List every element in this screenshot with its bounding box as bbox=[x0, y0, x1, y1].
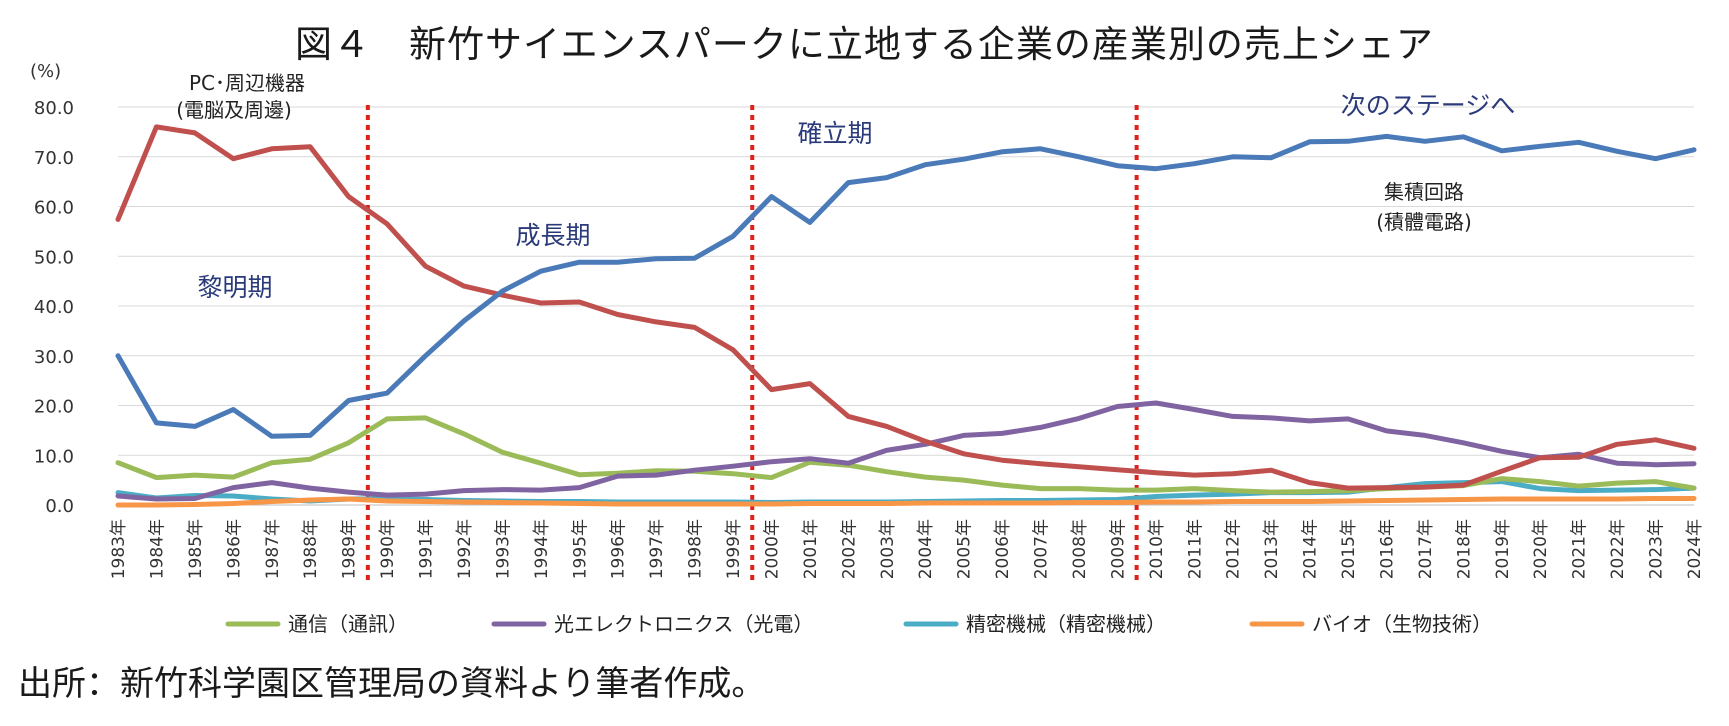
annotation-phase-established: 確立期 bbox=[797, 119, 872, 148]
y-tick-label: 40.0 bbox=[34, 297, 74, 318]
annotation-phase-dawn: 黎明期 bbox=[197, 273, 272, 302]
y-tick-label: 30.0 bbox=[34, 347, 74, 368]
x-tick-label: 2006年 bbox=[993, 519, 1013, 579]
chart-title: 図４ 新竹サイエンスパークに立地する企業の産業別の売上シェア bbox=[295, 23, 1434, 66]
x-tick-label: 2015年 bbox=[1339, 519, 1359, 579]
legend-entry: 通信（通訊） bbox=[288, 612, 408, 636]
x-tick-label: 2011年 bbox=[1185, 519, 1205, 579]
x-tick-label: 1989年 bbox=[340, 519, 360, 579]
x-tick-label: 2009年 bbox=[1108, 519, 1128, 579]
legend-entry: 光エレクトロニクス（光電） bbox=[554, 612, 813, 636]
x-tick-label: 2008年 bbox=[1070, 519, 1090, 579]
annotation-phase-growth: 成長期 bbox=[515, 221, 590, 250]
x-tick-label: 2010年 bbox=[1147, 519, 1167, 579]
x-tick-label: 1991年 bbox=[417, 519, 437, 579]
x-axis: 1983年 1984年 1985年 1986年 1987年 1988年 1989年 1990年… bbox=[109, 519, 1705, 579]
x-tick-label: 2017年 bbox=[1416, 519, 1436, 579]
x-tick-label: 1990年 bbox=[378, 519, 398, 579]
y-tick-label: 50.0 bbox=[34, 247, 74, 268]
x-tick-label: 2014年 bbox=[1301, 519, 1321, 579]
series-line bbox=[115, 133, 1697, 439]
x-tick-label: 1985年 bbox=[186, 519, 206, 579]
x-tick-label: 2012年 bbox=[1224, 519, 1244, 579]
x-tick-label: 1994年 bbox=[532, 519, 552, 579]
x-tick-label: 2018年 bbox=[1454, 519, 1474, 579]
y-tick-label: 70.0 bbox=[34, 148, 74, 169]
x-tick-label: 2023年 bbox=[1647, 519, 1667, 579]
x-tick-label: 2024年 bbox=[1685, 519, 1705, 579]
annotation-phase-next: 次のステージへ bbox=[1341, 91, 1516, 120]
x-tick-label: 2004年 bbox=[916, 519, 936, 579]
x-tick-label: 2005年 bbox=[955, 519, 975, 579]
x-tick-label: 2013年 bbox=[1262, 519, 1282, 579]
gridlines bbox=[118, 106, 1694, 506]
x-tick-label: 1999年 bbox=[724, 519, 744, 579]
annotation-label-ic-2: (積體電路) bbox=[1376, 210, 1472, 234]
series-line bbox=[115, 400, 1697, 502]
x-tick-label: 2001年 bbox=[801, 519, 821, 579]
annotation-label-ic-1: 集積回路 bbox=[1384, 180, 1464, 204]
x-tick-label: 2000年 bbox=[762, 519, 782, 579]
x-tick-label: 1993年 bbox=[493, 519, 513, 579]
line-chart: 0.0 10.0 20.0 30.0 40.0 50.0 60.0 70.0 80.0 (%) 1… bbox=[30, 61, 1705, 636]
y-axis: 0.0 10.0 20.0 30.0 40.0 50.0 60.0 70.0 80.0 (%) bbox=[30, 61, 74, 517]
x-tick-label: 1992年 bbox=[455, 519, 475, 579]
x-tick-label: 1996年 bbox=[609, 519, 629, 579]
series-line bbox=[115, 496, 1697, 508]
x-tick-label: 2022年 bbox=[1608, 519, 1628, 579]
x-tick-label: 1988年 bbox=[301, 519, 321, 579]
x-tick-label: 1986年 bbox=[224, 519, 244, 579]
x-tick-label: 1995年 bbox=[570, 519, 590, 579]
source-note: 出所：新竹科学園区管理局の資料より筆者作成。 bbox=[18, 664, 766, 704]
x-tick-label: 2020年 bbox=[1531, 519, 1551, 579]
phase-dividers bbox=[365, 105, 1139, 580]
y-tick-label: 20.0 bbox=[34, 397, 74, 418]
annotations: 黎明期 成長期 確立期 次のステージへ PC･周辺機器 (電脳及周邊) 集積回路 (積體電路) bbox=[176, 71, 1515, 302]
y-tick-label: 0.0 bbox=[45, 496, 74, 517]
x-tick-label: 2007年 bbox=[1032, 519, 1052, 579]
y-tick-label: 10.0 bbox=[34, 446, 74, 467]
annotation-label-pc-1: PC･周辺機器 bbox=[189, 71, 305, 95]
x-tick-label: 1984年 bbox=[147, 519, 167, 579]
legend-entry: バイオ（生物技術） bbox=[1312, 612, 1492, 636]
y-axis-label: (%) bbox=[30, 61, 61, 82]
y-tick-label: 80.0 bbox=[34, 98, 74, 119]
x-tick-label: 2003年 bbox=[878, 519, 898, 579]
legend: 通信（通訊） 光エレクトロニクス（光電） 精密機械（精密機械） バイオ（生物技術） bbox=[225, 612, 1492, 636]
series-lines bbox=[115, 124, 1697, 508]
x-tick-label: 1998年 bbox=[686, 519, 706, 579]
y-tick-label: 60.0 bbox=[34, 198, 74, 219]
annotation-label-pc-2: (電脳及周邊) bbox=[176, 98, 292, 122]
x-tick-label: 2002年 bbox=[839, 519, 859, 579]
series-line bbox=[115, 124, 1697, 491]
x-tick-label: 2016年 bbox=[1377, 519, 1397, 579]
x-tick-label: 1983年 bbox=[109, 519, 129, 579]
legend-entry: 精密機械（精密機械） bbox=[966, 612, 1166, 636]
x-tick-label: 2019年 bbox=[1493, 519, 1513, 579]
x-tick-label: 1987年 bbox=[263, 519, 283, 579]
x-tick-label: 2021年 bbox=[1570, 519, 1590, 579]
x-tick-label: 1997年 bbox=[647, 519, 667, 579]
